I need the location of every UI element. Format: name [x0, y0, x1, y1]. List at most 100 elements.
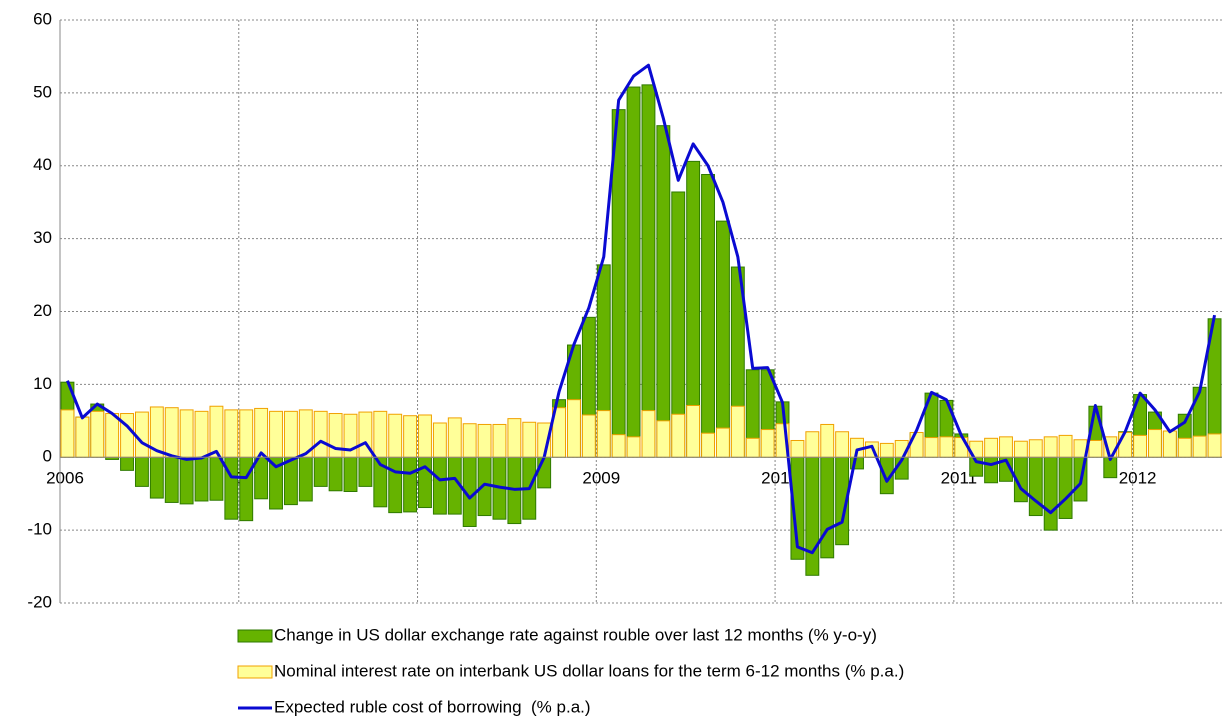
bar: [641, 410, 656, 458]
bar: [1013, 440, 1028, 458]
bar: [90, 410, 105, 458]
y-tick-label: 50: [33, 82, 52, 101]
bar: [313, 456, 328, 487]
x-tick-label: 2006: [46, 469, 84, 488]
bar: [626, 436, 641, 458]
bar: [596, 410, 611, 458]
bar: [432, 456, 447, 515]
bar: [477, 423, 492, 458]
y-tick-label: -10: [27, 520, 52, 539]
bar: [388, 456, 403, 514]
bar: [120, 456, 134, 471]
y-tick-label: 60: [33, 9, 52, 28]
bar: [403, 415, 418, 458]
bar: [60, 409, 75, 458]
bar: [1043, 456, 1058, 531]
bar: [418, 456, 432, 509]
bar: [239, 456, 254, 522]
bar: [209, 456, 224, 501]
bar: [581, 414, 596, 458]
bar: [313, 410, 328, 458]
bar: [283, 410, 298, 458]
bar: [1028, 456, 1043, 517]
bar: [1043, 436, 1058, 458]
bar: [820, 423, 835, 458]
bar: [164, 456, 179, 503]
bar: [75, 416, 90, 458]
bar: [1133, 434, 1148, 458]
bar: [641, 84, 656, 458]
bar: [134, 411, 149, 458]
bar: [1118, 431, 1133, 458]
x-tick-label: 2012: [1119, 469, 1157, 488]
bar: [447, 417, 462, 458]
bar: [1148, 429, 1162, 458]
legend-label: Change in US dollar exchange rate agains…: [274, 625, 877, 644]
bar: [373, 410, 388, 458]
bar: [760, 429, 775, 458]
bar: [656, 125, 671, 458]
y-tick-label: 10: [33, 374, 52, 393]
legend-label: Expected ruble cost of borrowing (% p.a.…: [274, 697, 591, 716]
y-tick-label: 30: [33, 228, 52, 247]
bar: [1028, 439, 1043, 458]
bar: [209, 405, 224, 458]
y-tick-label: 20: [33, 301, 52, 320]
bar: [730, 405, 745, 458]
bar: [432, 422, 447, 458]
y-tick-label: 40: [33, 155, 52, 174]
x-tick-label: 2009: [582, 469, 620, 488]
bar: [388, 413, 403, 458]
bar: [537, 456, 552, 489]
bar: [1058, 434, 1073, 458]
bar: [701, 432, 715, 458]
y-tick-label: 0: [43, 447, 52, 466]
bar: [790, 439, 805, 458]
bar: [686, 405, 701, 458]
bar: [879, 442, 894, 458]
x-tick-label: 2011: [941, 469, 978, 488]
bar: [105, 413, 120, 458]
bar: [254, 407, 269, 458]
bar: [269, 410, 283, 458]
bar: [522, 421, 537, 458]
bar: [298, 456, 313, 502]
bar: [328, 413, 343, 458]
bar: [820, 456, 835, 559]
bar: [134, 456, 149, 487]
bar: [283, 456, 298, 506]
bar: [924, 437, 939, 458]
bar: [179, 456, 194, 505]
bar: [715, 220, 730, 458]
bar: [194, 456, 209, 502]
bar: [1058, 456, 1073, 519]
bar: [358, 456, 373, 487]
bar: [462, 423, 477, 458]
bar: [939, 436, 954, 458]
bar: [984, 437, 999, 458]
bar: [403, 456, 418, 513]
y-tick-label: -20: [27, 592, 52, 611]
bar: [671, 413, 686, 458]
bar: [120, 413, 134, 458]
bar: [179, 409, 194, 458]
legend-label: Nominal interest rate on interbank US do…: [274, 661, 904, 680]
bar: [254, 456, 269, 500]
legend-swatch: [237, 665, 273, 679]
bar: [611, 434, 626, 458]
bar: [224, 409, 239, 458]
bar: [1177, 437, 1192, 458]
bar: [805, 431, 820, 458]
bar: [343, 456, 358, 493]
bar: [1088, 439, 1103, 458]
bar: [656, 420, 671, 458]
bar: [984, 456, 999, 484]
bar: [805, 456, 820, 576]
bar: [149, 456, 164, 499]
legend-swatch: [237, 629, 273, 643]
bar: [1192, 435, 1207, 458]
bar: [239, 409, 254, 458]
bar: [492, 423, 507, 458]
bar: [626, 86, 641, 458]
bar: [745, 437, 760, 458]
